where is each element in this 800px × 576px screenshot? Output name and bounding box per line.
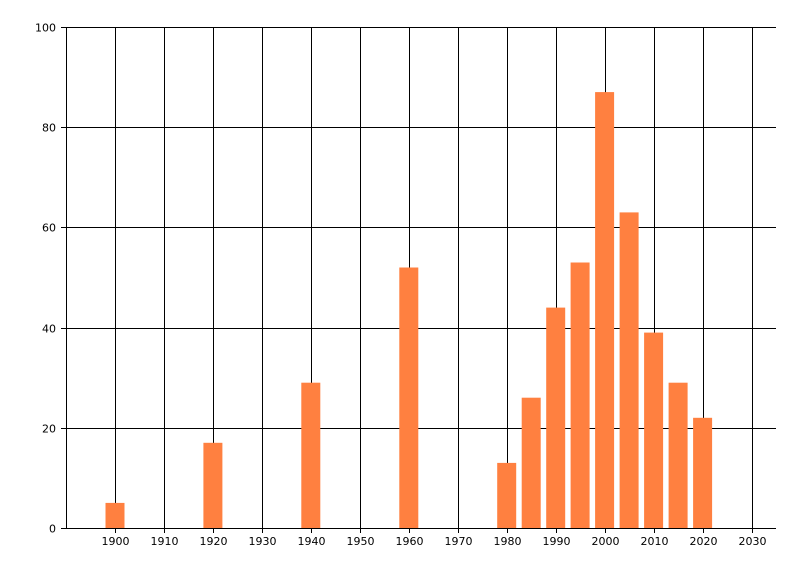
y-tick-label-20: 20 — [42, 423, 56, 436]
x-tick-label-2020: 2020 — [690, 535, 718, 548]
x-tick-label-1980: 1980 — [494, 535, 522, 548]
x-tick-label-1940: 1940 — [298, 535, 326, 548]
x-axis-tick-labels: 1900 1910 1920 1930 1940 1950 1960 1970 1980 1990… — [102, 535, 767, 548]
bars-layer — [105, 92, 713, 528]
bar-2015 — [668, 382, 688, 528]
bar-2020 — [693, 417, 713, 528]
x-tick-label-1970: 1970 — [445, 535, 473, 548]
bar-1960 — [399, 267, 419, 528]
x-tick-label-1910: 1910 — [151, 535, 179, 548]
x-tick-label-1960: 1960 — [396, 535, 424, 548]
x-tick-label-2010: 2010 — [641, 535, 669, 548]
x-tick-label-1900: 1900 — [102, 535, 130, 548]
bar-1920 — [203, 442, 223, 528]
x-tick-label-2000: 2000 — [592, 535, 620, 548]
y-tick-label-60: 60 — [42, 222, 56, 235]
y-tick-label-100: 100 — [35, 22, 56, 35]
bar-2010 — [644, 332, 664, 528]
bar-1940 — [301, 382, 321, 528]
x-tick-label-1920: 1920 — [200, 535, 228, 548]
y-tick-label-40: 40 — [42, 323, 56, 336]
y-axis-tick-labels: 0 20 40 60 80 100 — [35, 22, 56, 536]
x-tick-label-2030: 2030 — [739, 535, 767, 548]
bar-1980 — [497, 462, 517, 528]
x-tick-label-1930: 1930 — [249, 535, 277, 548]
y-tick-label-0: 0 — [49, 523, 56, 536]
x-tick-label-1950: 1950 — [347, 535, 375, 548]
bar-1990 — [546, 307, 566, 528]
bar-2000 — [595, 92, 615, 528]
axes-layer — [61, 27, 776, 533]
y-tick-label-80: 80 — [42, 122, 56, 135]
bar-2005 — [619, 212, 639, 528]
bar-1900 — [105, 502, 125, 528]
bar-1985 — [521, 397, 541, 528]
bar-1995 — [570, 262, 590, 528]
x-tick-label-1990: 1990 — [543, 535, 571, 548]
